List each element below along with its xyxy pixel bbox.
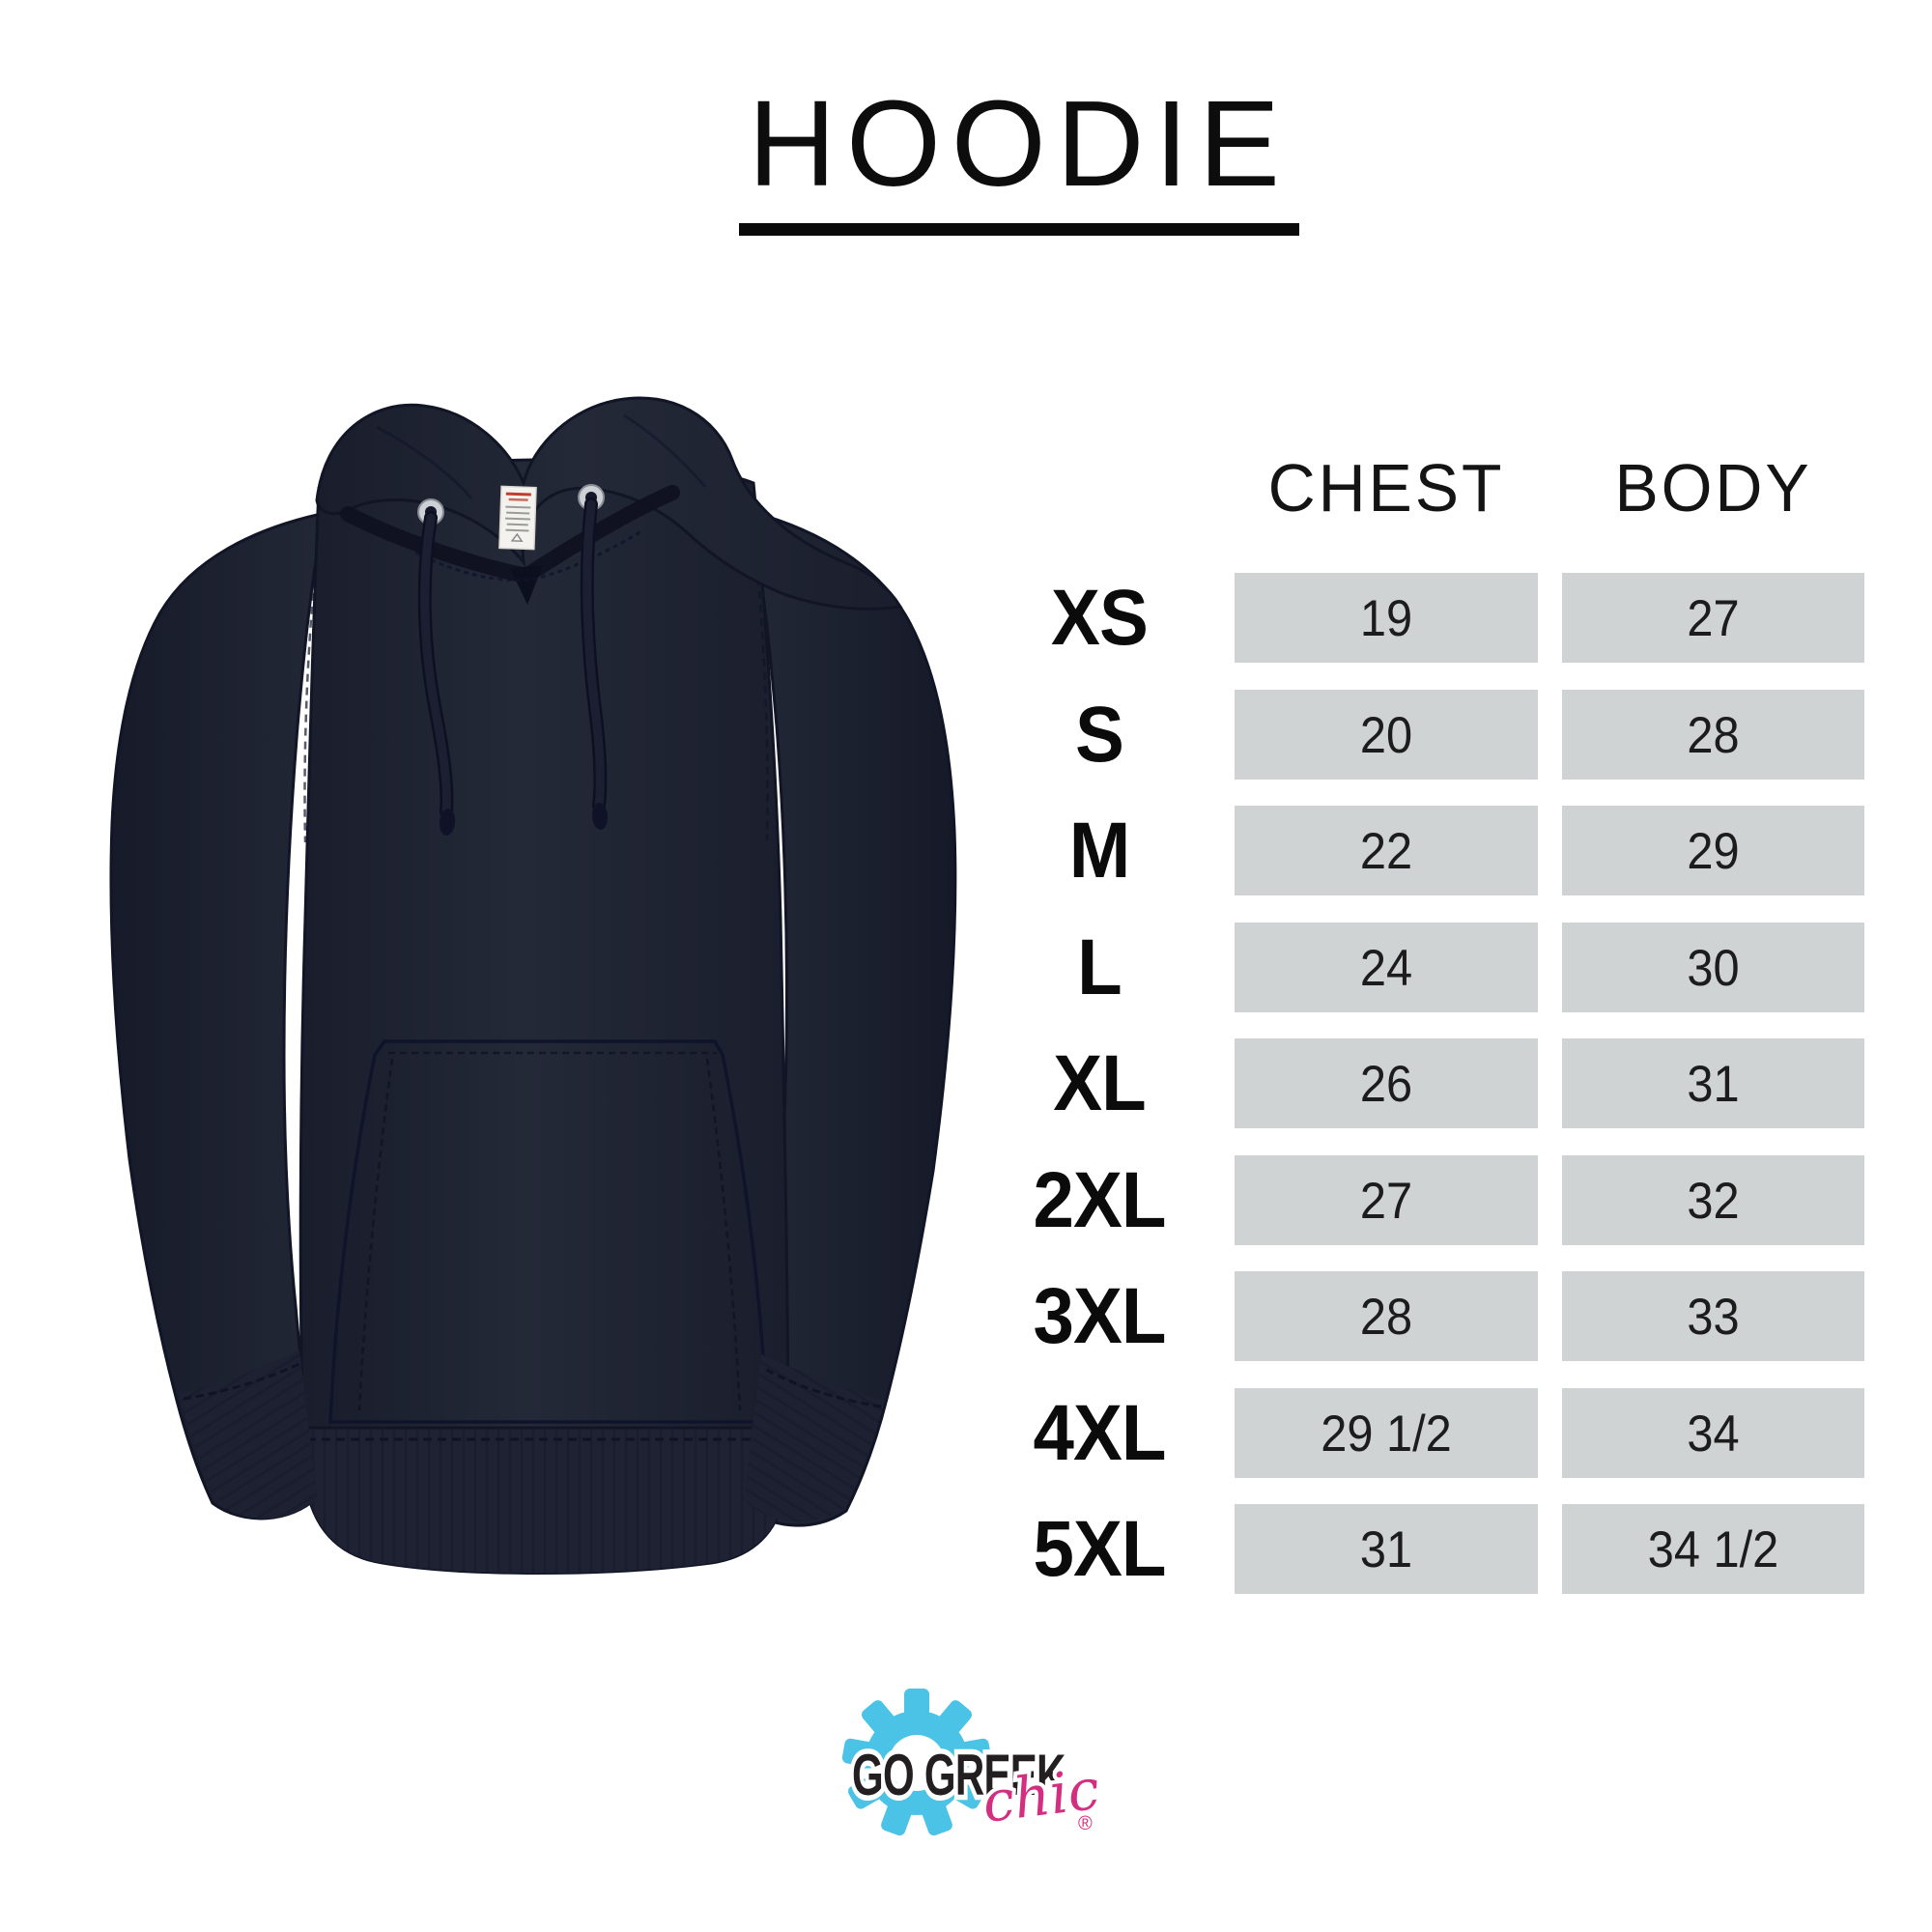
column-header-chest: CHEST — [1267, 450, 1505, 526]
chest-cell: 20 — [1235, 690, 1538, 780]
hoodie-right-cuff — [744, 1354, 885, 1522]
chest-cell: 22 — [1235, 806, 1538, 895]
hoodie-right-sleeve — [740, 509, 957, 1527]
chest-cell: 28 — [1235, 1271, 1538, 1361]
size-label: XS — [1051, 574, 1149, 662]
size-label: 5XL — [1033, 1505, 1166, 1593]
table-row: XL 26 31 — [995, 1038, 1884, 1128]
size-label: 2XL — [1033, 1156, 1166, 1244]
title-underline — [739, 223, 1299, 237]
size-label: L — [1077, 923, 1122, 1011]
hoodie-drawstrings — [417, 497, 609, 836]
table-row: 3XL 28 33 — [995, 1271, 1884, 1361]
size-table: CHEST BODY XS 19 27 S 20 28 M 22 29 L 24… — [995, 450, 1884, 1671]
hoodie-left-cuff — [180, 1350, 317, 1519]
body-cell: 31 — [1562, 1038, 1864, 1128]
hoodie-illustration — [109, 396, 957, 1575]
body-cell: 32 — [1562, 1155, 1864, 1245]
size-label: 4XL — [1033, 1389, 1166, 1477]
hoodie-image — [87, 319, 995, 1575]
body-cell: 29 — [1562, 806, 1864, 895]
body-cell: 27 — [1562, 573, 1864, 663]
table-row: M 22 29 — [995, 806, 1884, 895]
hoodie-hem-band — [303, 1426, 788, 1574]
chest-cell: 19 — [1235, 573, 1538, 663]
size-label: S — [1075, 691, 1124, 779]
body-cell: 33 — [1562, 1271, 1864, 1361]
gear-icon — [841, 1689, 992, 1836]
size-label: 3XL — [1033, 1272, 1166, 1360]
hoodie-left-sleeve — [109, 509, 333, 1520]
table-row: S 20 28 — [995, 690, 1884, 780]
table-row: XS 19 27 — [995, 573, 1884, 663]
chest-cell: 27 — [1235, 1155, 1538, 1245]
table-row: 2XL 27 32 — [995, 1155, 1884, 1245]
hoodie-pocket — [328, 1039, 769, 1424]
body-cell: 34 1/2 — [1562, 1504, 1864, 1594]
chest-cell: 29 1/2 — [1235, 1388, 1538, 1478]
table-row: 4XL 29 1/2 34 — [995, 1388, 1884, 1478]
chest-cell: 24 — [1235, 923, 1538, 1012]
page-header: HOODIE — [676, 75, 1362, 237]
logo-text-main: GO GREEK — [852, 1743, 1065, 1807]
hoodie-hood — [315, 396, 903, 611]
table-row: L 24 30 — [995, 923, 1884, 1012]
column-header-body: BODY — [1614, 450, 1812, 526]
size-label: XL — [1053, 1039, 1147, 1127]
hoodie-neck-label — [498, 485, 537, 551]
chest-cell: 26 — [1235, 1038, 1538, 1128]
body-cell: 28 — [1562, 690, 1864, 780]
size-label: M — [1068, 807, 1131, 895]
brand-logo: GO GREEK chic ® — [840, 1689, 1140, 1882]
chest-cell: 31 — [1235, 1504, 1538, 1594]
body-cell: 30 — [1562, 923, 1864, 1012]
registered-mark: ® — [1078, 1813, 1093, 1834]
body-cell: 34 — [1562, 1388, 1864, 1478]
table-row: 5XL 31 34 1/2 — [995, 1504, 1884, 1594]
page-title: HOODIE — [748, 75, 1291, 212]
